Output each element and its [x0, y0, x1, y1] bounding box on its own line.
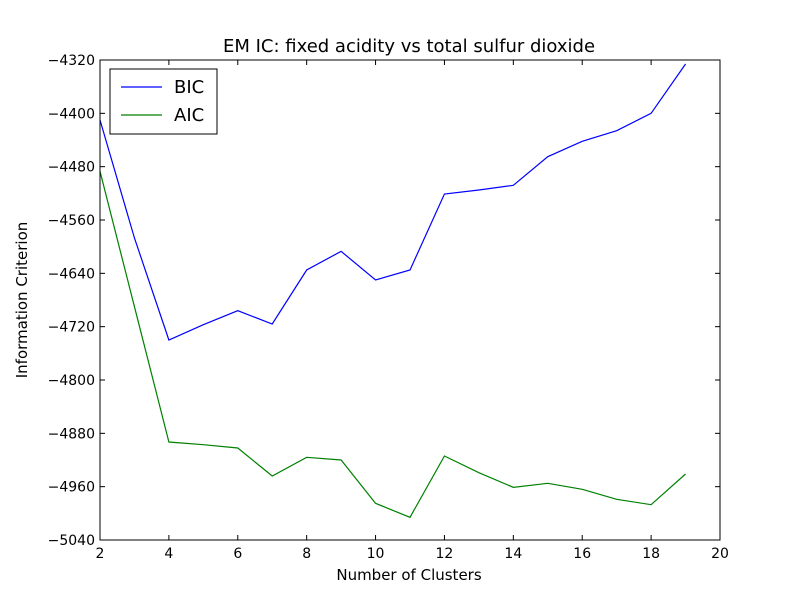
plot-lines [99, 63, 687, 519]
y-tick-label: −4960 [48, 480, 95, 496]
chart-title: EM IC: fixed acidity vs total sulfur dio… [223, 36, 595, 57]
y-tick-label: −4720 [48, 320, 95, 336]
x-tick-label: 12 [436, 546, 454, 562]
y-tick-label: −4560 [48, 213, 95, 229]
legend-label-bic: BIC [174, 77, 204, 98]
y-tick-label: −4640 [48, 266, 95, 282]
x-tick-label: 14 [504, 546, 522, 562]
series-line-bic [99, 63, 687, 341]
legend-box [109, 68, 218, 135]
x-tick-label: 2 [96, 546, 105, 562]
x-axis-label: Number of Clusters [336, 566, 481, 584]
legend: BIC AIC [109, 68, 218, 135]
y-tick-label: −4320 [48, 53, 95, 69]
y-tick-label: −4880 [48, 426, 95, 442]
x-axis-ticks: 2 4 6 8 10 12 14 16 18 20 [96, 60, 729, 562]
x-tick-label: 10 [367, 546, 385, 562]
y-tick-label: −4480 [48, 160, 95, 176]
y-tick-label: −5040 [48, 533, 95, 549]
x-tick-label: 18 [642, 546, 660, 562]
x-tick-label: 6 [233, 546, 242, 562]
x-tick-label: 20 [711, 546, 729, 562]
y-tick-label: −4400 [48, 106, 95, 122]
x-tick-label: 8 [302, 546, 311, 562]
y-tick-label: −4800 [48, 373, 95, 389]
plot-frame [99, 59, 721, 541]
legend-label-aic: AIC [174, 105, 204, 126]
y-axis-label: Information Criterion [13, 222, 31, 379]
y-axis-ticks: −4320 −4400 −4480 −4560 −4640 −4720 −4800 −4880… [48, 53, 720, 549]
x-tick-label: 16 [573, 546, 591, 562]
x-tick-label: 4 [164, 546, 173, 562]
series-line-aic [99, 171, 686, 519]
